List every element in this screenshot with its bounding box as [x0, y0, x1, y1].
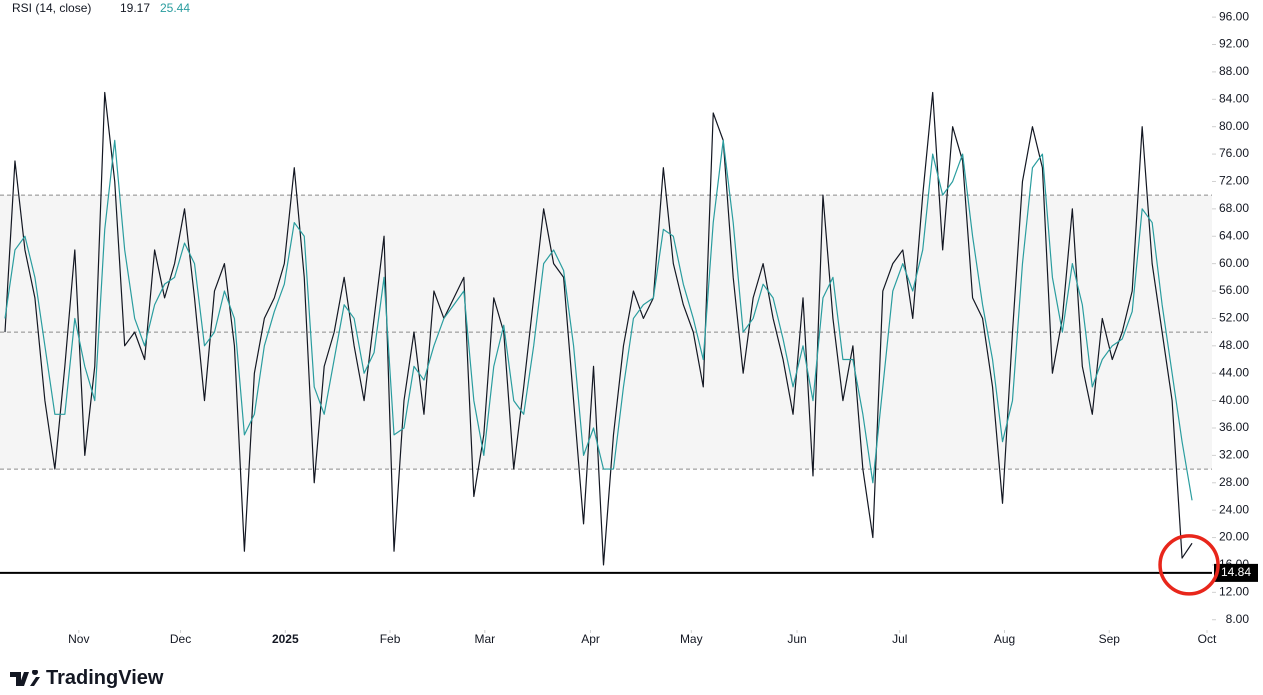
- x-tick-label: Oct: [1198, 632, 1217, 646]
- brand: TradingView: [10, 667, 163, 690]
- y-tick-label: 44.00: [1219, 365, 1249, 379]
- y-tick-label: 48.00: [1219, 338, 1249, 352]
- x-tick-label: Aug: [994, 632, 1015, 646]
- brand-logo: [10, 669, 40, 686]
- ma-line: [4, 139, 1193, 501]
- brand-name: TradingView: [46, 667, 164, 689]
- ma-last-value: 25.44: [160, 1, 190, 15]
- y-tick-label: 60.00: [1219, 256, 1249, 270]
- x-tick-label: Dec: [170, 632, 191, 646]
- y-tick-label: 56.00: [1219, 283, 1249, 297]
- x-tick-label: 2025: [272, 632, 299, 646]
- y-tick-label: 8.00: [1226, 612, 1250, 626]
- y-tick-label: 80.00: [1219, 119, 1249, 133]
- highlight-circle: [1158, 534, 1220, 596]
- x-tick-label: Mar: [474, 632, 495, 646]
- rsi-last-value: 19.17: [120, 1, 150, 15]
- chart: RSI (14, close) 19.17 25.44 8.0012.0016.…: [0, 1, 1258, 646]
- y-tick-label: 72.00: [1219, 174, 1249, 188]
- y-tick-label: 24.00: [1219, 502, 1249, 516]
- x-tick-label: Nov: [68, 632, 89, 646]
- x-tick-label: Feb: [380, 632, 401, 646]
- x-tick-label: Jul: [892, 632, 907, 646]
- y-tick-label: 36.00: [1219, 420, 1249, 434]
- y-tick-label: 32.00: [1219, 448, 1249, 462]
- x-tick-label: Sep: [1099, 632, 1121, 646]
- y-tick-label: 88.00: [1219, 64, 1249, 78]
- y-tick-label: 76.00: [1219, 146, 1249, 160]
- y-tick-label: 84.00: [1219, 91, 1249, 105]
- hline-label: 14.84: [1221, 565, 1251, 579]
- x-tick-label: May: [680, 632, 703, 646]
- y-tick-label: 20.00: [1219, 530, 1249, 544]
- y-tick-label: 92.00: [1219, 37, 1249, 51]
- y-tick-label: 12.00: [1219, 585, 1249, 599]
- y-tick-label: 52.00: [1219, 311, 1249, 325]
- y-tick-label: 64.00: [1219, 228, 1249, 242]
- y-tick-label: 28.00: [1219, 475, 1249, 489]
- x-tick-label: Apr: [581, 632, 600, 646]
- x-tick-label: Jun: [787, 632, 806, 646]
- hline-label-bg: [1214, 563, 1258, 582]
- y-tick-label: 68.00: [1219, 201, 1249, 215]
- indicator-title: RSI (14, close): [12, 1, 91, 15]
- rsi-line: [4, 91, 1193, 566]
- y-tick-label: 96.00: [1219, 9, 1249, 23]
- y-tick-label: 40.00: [1219, 393, 1249, 407]
